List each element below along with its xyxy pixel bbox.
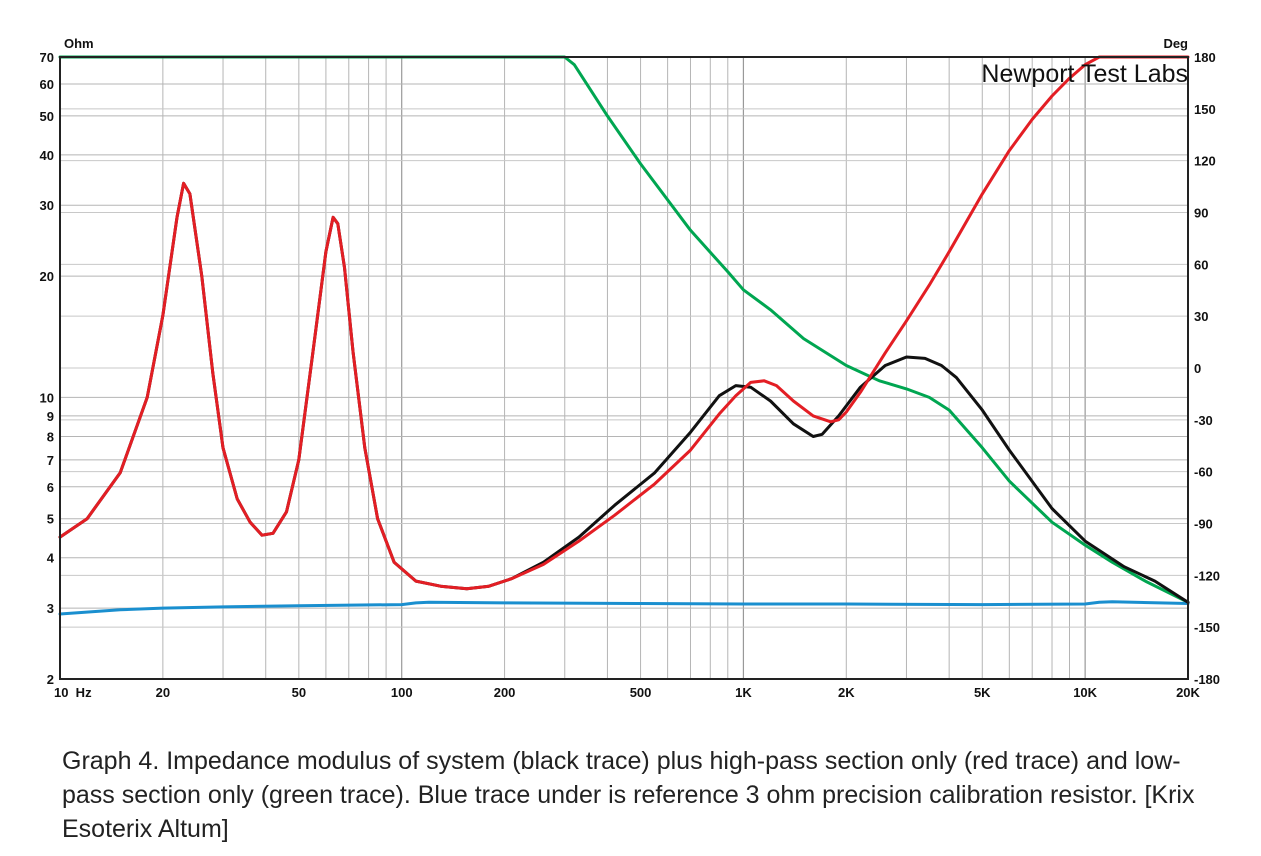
x-tick-label: 5K (974, 685, 991, 700)
y-left-tick-label: 6 (47, 480, 54, 495)
x-tick-label: 20K (1176, 685, 1200, 700)
y-left-tick-label: 50 (40, 109, 54, 124)
y-right-tick-label: 60 (1194, 257, 1208, 272)
brand-label: Newport Test Labs (981, 60, 1188, 88)
x-tick-label: 200 (494, 685, 516, 700)
y-left-tick-label: 60 (40, 77, 54, 92)
y-left-tick-label: 30 (40, 198, 54, 213)
series-trace-3 (58, 55, 1190, 591)
x-tick-label: 20 (156, 685, 170, 700)
y-right-tick-label: -90 (1194, 517, 1213, 532)
y-left-tick-label: 40 (40, 148, 54, 163)
x-tick-label: 100 (391, 685, 413, 700)
x-tick-label: 2K (838, 685, 855, 700)
y-left-tick-label: 70 (40, 50, 54, 65)
x-tick-label: 50 (292, 685, 306, 700)
y-left-tick-label: 3 (47, 601, 54, 616)
series-trace-1 (58, 600, 1190, 616)
x-tick-label: 1K (735, 685, 752, 700)
y-left-tick-label: 4 (47, 551, 55, 566)
y-right-tick-label: 120 (1194, 154, 1216, 169)
graph-caption: Graph 4. Impedance modulus of system (bl… (62, 747, 1195, 843)
y-right-tick-label: 90 (1194, 206, 1208, 221)
y-right-tick-label: -180 (1194, 672, 1220, 687)
y-left-tick-label: 7 (47, 453, 54, 468)
y-right-tick-label: -120 (1194, 568, 1220, 583)
plot-frame (59, 56, 1189, 680)
chart-traces (58, 55, 1190, 616)
y-right-tick-label: 180 (1194, 50, 1216, 65)
y-right-tick-label: -60 (1194, 465, 1213, 480)
axis-labels: 10 Hz 20 50 100 200 500 1K 2K 5K 10K 20K2345678910… (40, 50, 1221, 700)
x-tick-label: 500 (630, 685, 652, 700)
x-tick-label: 10K (1073, 685, 1097, 700)
y-left-unit-label: Ohm (64, 36, 94, 51)
y-left-tick-label: 5 (47, 512, 54, 527)
y-right-tick-label: 150 (1194, 102, 1216, 117)
y-right-unit-label: Deg (1163, 36, 1188, 51)
y-right-tick-label: 0 (1194, 361, 1201, 376)
impedance-chart: 10 Hz 20 50 100 200 500 1K 2K 5K 10K 20K2345678910… (40, 36, 1221, 700)
plot-border (59, 56, 1189, 680)
x-tick-label: 10 Hz (54, 685, 92, 700)
y-left-tick-label: 2 (47, 672, 54, 687)
chart-grid (59, 56, 1189, 680)
y-left-tick-label: 8 (47, 429, 54, 444)
y-right-tick-label: -150 (1194, 620, 1220, 635)
series-trace-0 (58, 55, 1190, 604)
y-right-tick-label: -30 (1194, 413, 1213, 428)
y-left-tick-label: 10 (40, 390, 54, 405)
y-left-tick-label: 20 (40, 269, 54, 284)
series-trace-2 (58, 181, 1190, 604)
y-right-tick-label: 30 (1194, 309, 1208, 324)
y-left-tick-label: 9 (47, 409, 54, 424)
